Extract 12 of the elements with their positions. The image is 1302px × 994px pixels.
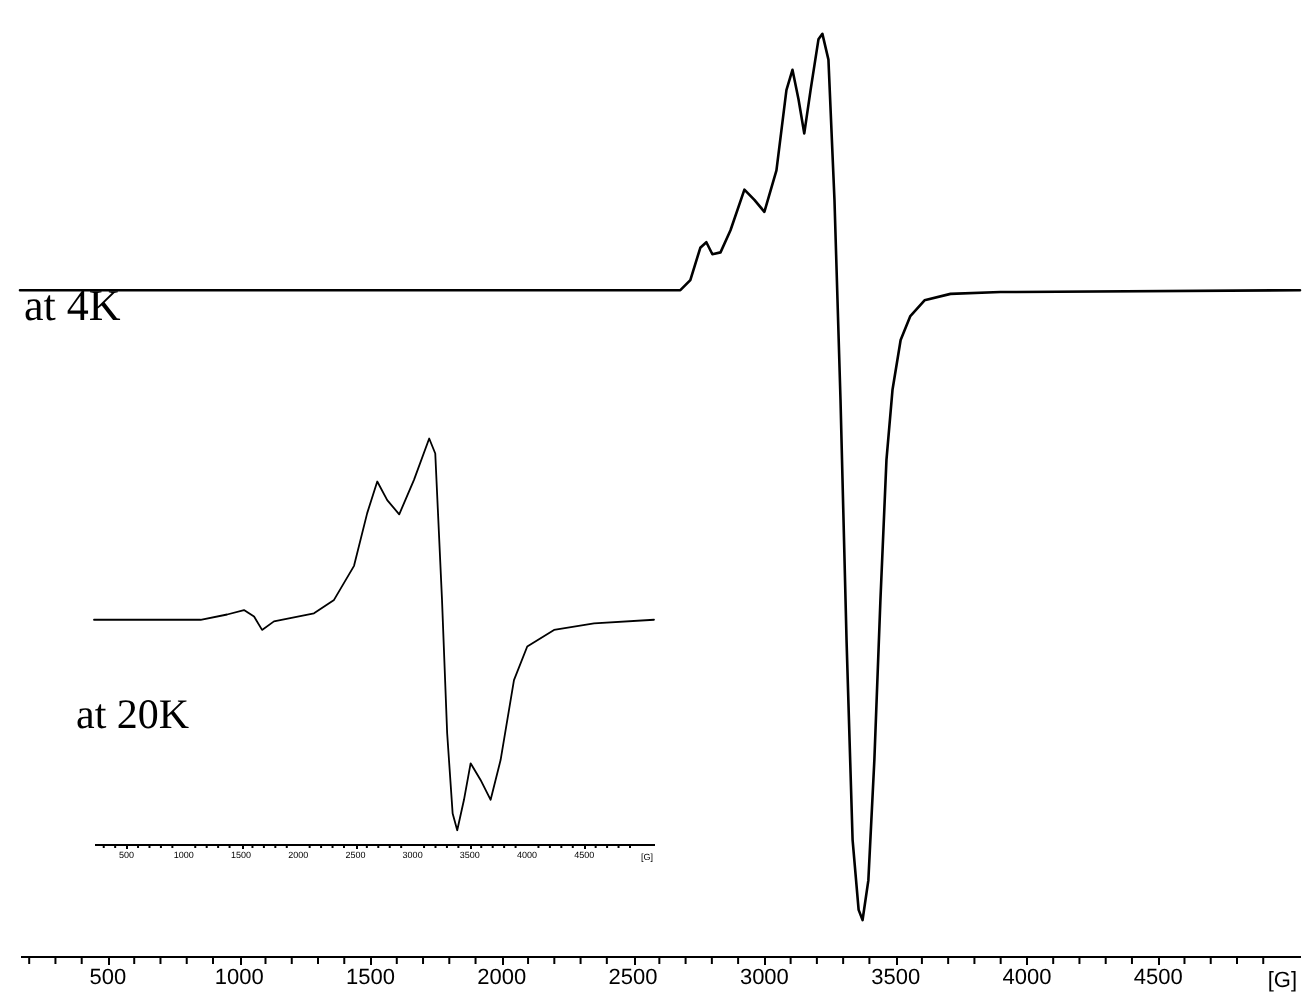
- x-tick-label: 3000: [739, 966, 789, 990]
- x-axis-title: [G]: [1267, 969, 1297, 993]
- x-tick-label: 1000: [214, 966, 264, 990]
- x-tick-label: 4500: [1133, 966, 1183, 990]
- x-tick-label: 500: [89, 966, 127, 990]
- x-tick-label: 3500: [871, 966, 921, 990]
- x-tick-label: 2500: [608, 966, 658, 990]
- x-tick-label: 1500: [346, 966, 396, 990]
- annotation: at 4K: [24, 280, 121, 330]
- annotation: at 20K: [76, 690, 190, 738]
- x-tick-label: 4000: [1002, 966, 1052, 990]
- x-tick-label: 2000: [477, 966, 527, 990]
